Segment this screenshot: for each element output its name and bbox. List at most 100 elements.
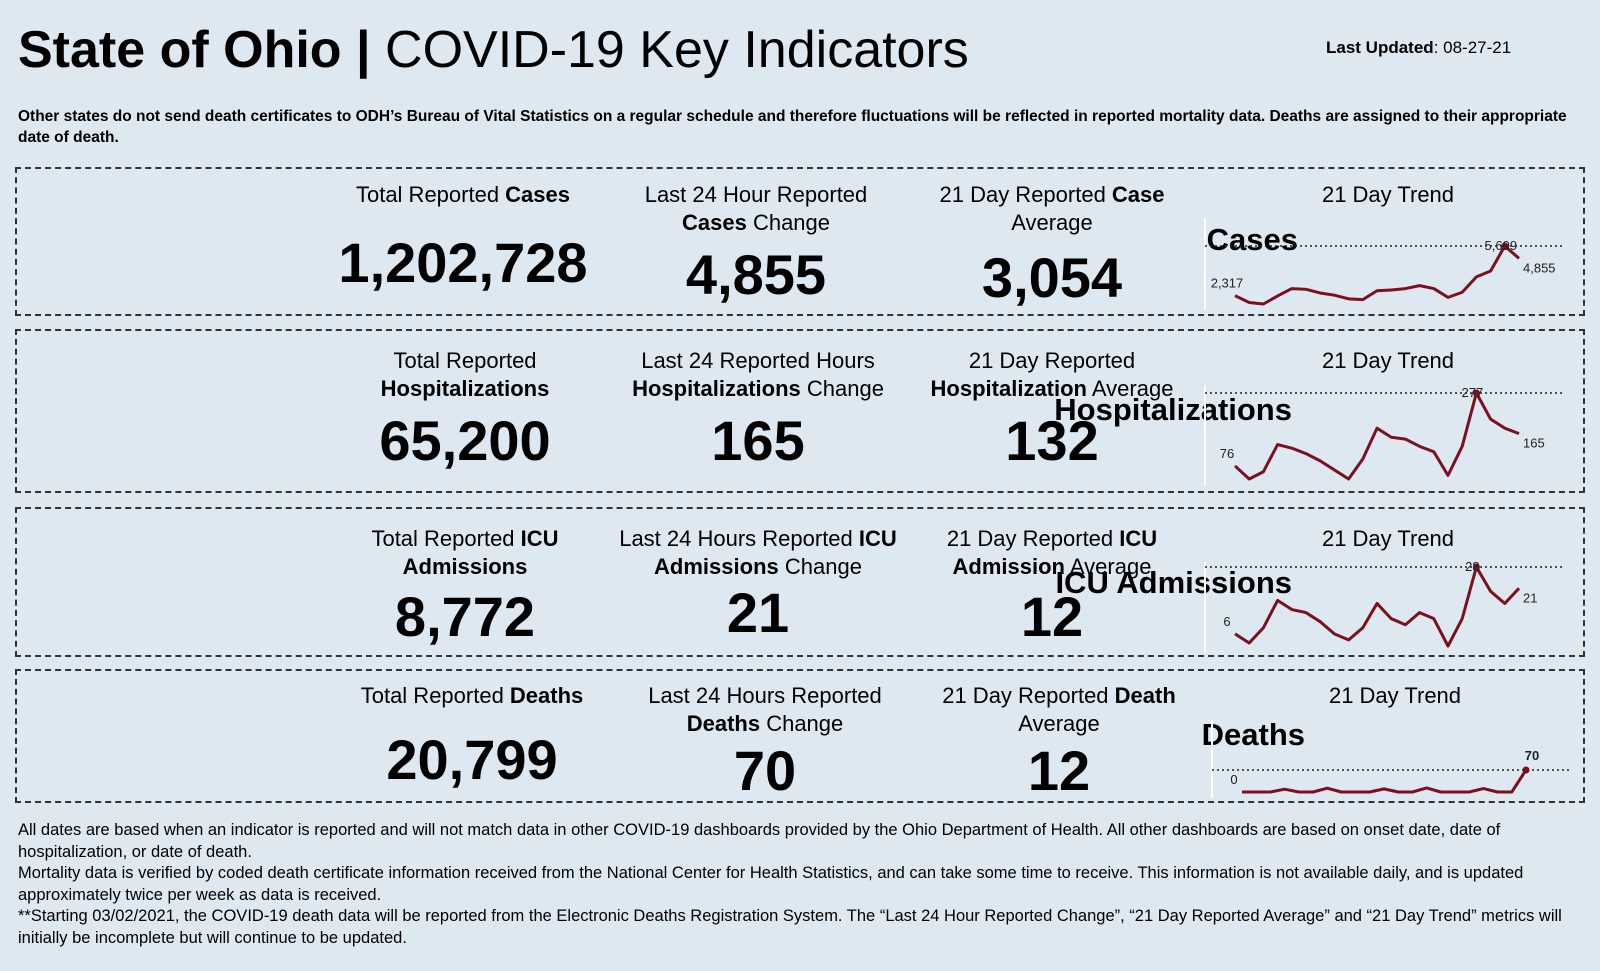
deaths-average-value: 12: [1027, 739, 1091, 802]
metric-title-bold: Admission: [952, 554, 1065, 579]
title-subject: COVID-19 Key Indicators: [370, 21, 969, 79]
metric-title-bold: Deaths: [509, 683, 584, 708]
deaths-total-metric: Total Reported Deaths: [327, 682, 617, 710]
metric-title-text: Last 24 Hours Reported: [648, 683, 882, 708]
trend-title: 21 Day Trend: [1321, 526, 1455, 551]
trend-first-label: 76: [1220, 446, 1234, 461]
metric-title: Last 24 Reported Hours Hospitalizations …: [613, 347, 903, 403]
cases-change-metric: Last 24 Hour Reported Cases Change: [611, 181, 901, 237]
icu-admissions-change-value: 21: [726, 581, 790, 644]
footer-note-edrs: **Starting 03/02/2021, the COVID-19 deat…: [18, 907, 1562, 947]
metric-title: Total Reported Deaths: [327, 682, 617, 710]
hospitalizations-average-value-wrap: 132: [907, 411, 1197, 471]
trend-series-line: [1234, 565, 1521, 648]
cases-total-metric: Total Reported Cases: [318, 181, 608, 209]
metric-title-bold: Cases: [681, 210, 747, 235]
deaths-average-value-wrap: 12: [914, 741, 1204, 801]
page-title: State of Ohio | COVID-19 Key Indicators: [18, 18, 969, 82]
trend-point: [1472, 389, 1480, 397]
metric-title-text: Total Reported: [371, 526, 521, 551]
metric-title-text: Average: [1087, 376, 1174, 401]
trend-last-label: 21: [1523, 590, 1537, 605]
trend-peak-label: 5,699: [1485, 238, 1518, 253]
metric-title-bold: Hospitalizations: [380, 376, 550, 401]
metric-title-bold: ICU Admissions: [654, 526, 897, 579]
trend-last-label: 4,855: [1523, 260, 1556, 275]
last-updated-value: : 08-27-21: [1433, 38, 1512, 57]
cases-average-value-wrap: 3,054: [907, 248, 1197, 308]
hospitalizations-total-value: 65,200: [379, 409, 551, 472]
metric-title-bold: Hospitalization: [930, 376, 1087, 401]
cases-trend-chart: 2,317 5,699 4,855: [1204, 218, 1565, 310]
hospitalizations-total-value-wrap: 65,200: [320, 411, 610, 471]
metric-title-text: Last 24 Hour Reported: [644, 182, 868, 207]
hospitalizations-panel: [15, 329, 1585, 493]
icu-admissions-total-value-wrap: 8,772: [320, 587, 610, 647]
metric-title: Last 24 Hours Reported Deaths Change: [620, 682, 910, 738]
cases-total-value: 1,202,728: [338, 231, 588, 294]
metric-title: 21 Day Reported ICU Admission Average: [907, 525, 1197, 581]
deaths-total-value: 20,799: [386, 728, 558, 791]
cases-average-metric: 21 Day Reported Case Average: [907, 181, 1197, 237]
metric-title-text: Average: [1065, 554, 1152, 579]
trend-point: [1472, 563, 1480, 571]
trend-title: 21 Day Trend: [1321, 348, 1455, 373]
icu-admissions-average-metric: 21 Day Reported ICU Admission Average: [907, 525, 1197, 581]
metric-title-text: Average: [1018, 711, 1100, 736]
mortality-note: Other states do not send death certifica…: [18, 108, 1567, 146]
cases-total-value-wrap: 1,202,728: [318, 233, 608, 293]
cases-row-label: Cases: [1206, 222, 1298, 257]
metric-title-text: Total Reported: [393, 348, 537, 373]
metric-title-text: Total Reported: [355, 182, 506, 207]
title-state: State of Ohio |: [18, 21, 371, 79]
metric-title-bold: Case: [1111, 182, 1165, 207]
metric-title: 21 Day Reported Case Average: [907, 181, 1197, 237]
metric-title: Total Reported ICU Admissions: [320, 525, 610, 581]
trend-last-label: 70: [1525, 748, 1539, 763]
deaths-total-value-wrap: 20,799: [327, 730, 617, 790]
icu-admissions-average-value-wrap: 12: [907, 587, 1197, 647]
deaths-row-label: Deaths: [1201, 717, 1305, 752]
trend-first-label: 0: [1230, 772, 1237, 787]
cases-change-value: 4,855: [685, 243, 827, 306]
metric-title-text: 21 Day Reported: [946, 526, 1120, 551]
deaths-change-value-wrap: 70: [620, 741, 910, 801]
hospitalizations-row-label: Hospitalizations: [1054, 392, 1292, 427]
hospitalizations-average-value: 132: [1005, 409, 1099, 472]
hospitalizations-average-metric: 21 Day Reported Hospitalization Average: [907, 347, 1197, 403]
last-updated-label: Last Updated: [1326, 38, 1434, 57]
metric-title-text: Last 24 Reported Hours: [641, 348, 875, 373]
metric-title: 21 Day Reported Hospitalization Average: [907, 347, 1197, 403]
deaths-average-metric: 21 Day Reported Death Average: [914, 682, 1204, 738]
trend-title: 21 Day Trend: [1328, 683, 1462, 708]
footer-notes: All dates are based when an indicator is…: [18, 820, 1583, 949]
trend-first-label: 6: [1223, 614, 1230, 629]
metric-title-bold: Hospitalizations: [632, 376, 801, 401]
metric-title-text: Total Reported: [360, 683, 510, 708]
metric-title-text: 21 Day Reported: [942, 683, 1115, 708]
metric-title: Last 24 Hour Reported Cases Change: [611, 181, 901, 237]
deaths-change-metric: Last 24 Hours Reported Deaths Change: [620, 682, 910, 738]
trend-series-line: [1242, 769, 1528, 794]
footer-note-dates: All dates are based when an indicator is…: [18, 821, 1501, 861]
trend-peak-label: 28: [1465, 562, 1479, 574]
metric-title-text: 21 Day Reported: [968, 348, 1136, 373]
icu-admissions-panel: [15, 507, 1585, 657]
deaths-trend: 21 Day Trend: [1210, 682, 1580, 710]
metric-title: Total Reported Hospitalizations: [320, 347, 610, 403]
icu-admissions-total-metric: Total Reported ICU Admissions: [320, 525, 610, 581]
metric-title-text: Average: [1011, 210, 1093, 235]
trend-series-line: [1233, 391, 1520, 481]
metric-title-text: Change: [778, 554, 862, 579]
metric-title-bold: Death: [1114, 683, 1176, 708]
deaths-panel: [15, 669, 1585, 803]
trend-series-line: [1234, 244, 1520, 306]
last-updated: Last Updated: 08-27-21: [1326, 38, 1511, 58]
metric-title-text: Change: [800, 376, 884, 401]
icu-admissions-trend-chart: 6 28 21: [1204, 562, 1565, 652]
icu-admissions-trend: 21 Day Trend: [1203, 525, 1573, 553]
metric-title-text: Change: [760, 711, 844, 736]
deaths-change-value: 70: [733, 739, 797, 802]
icu-admissions-change-metric: Last 24 Hours Reported ICU Admissions Ch…: [613, 525, 903, 581]
trend-peak-label: 277: [1462, 385, 1484, 400]
